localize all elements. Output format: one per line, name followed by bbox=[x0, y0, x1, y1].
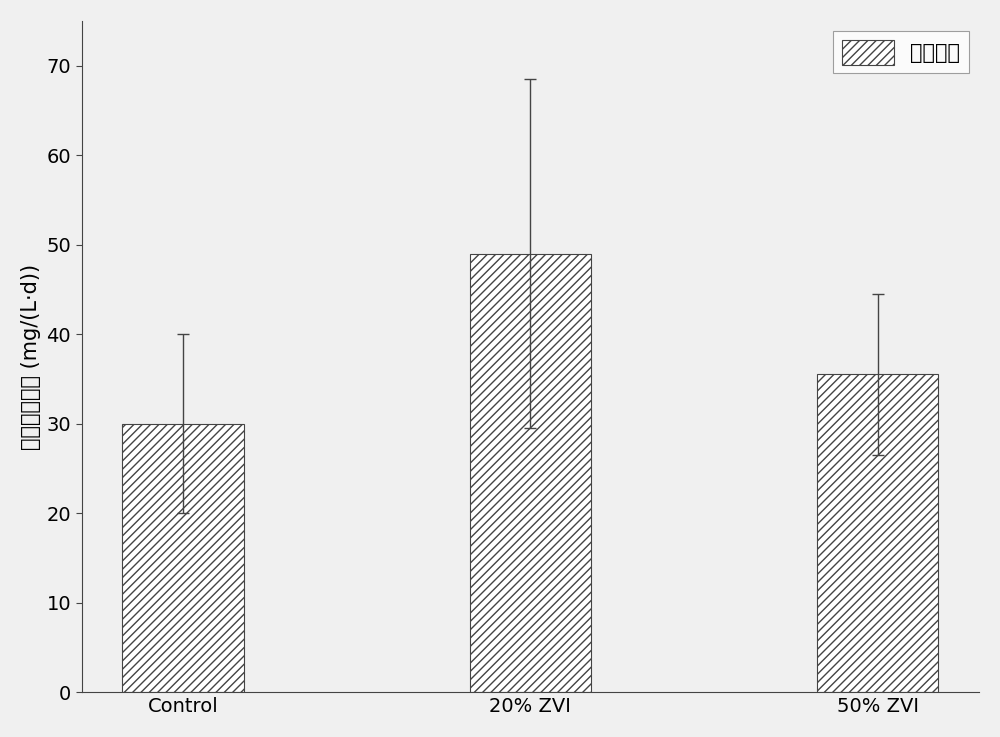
Bar bbox=[817, 374, 938, 692]
Y-axis label: 平均降解速率 (mg/(L·d)): 平均降解速率 (mg/(L·d)) bbox=[21, 264, 41, 450]
Legend: 运行阶段: 运行阶段 bbox=[833, 31, 969, 74]
Bar bbox=[470, 254, 591, 692]
Bar bbox=[122, 424, 244, 692]
